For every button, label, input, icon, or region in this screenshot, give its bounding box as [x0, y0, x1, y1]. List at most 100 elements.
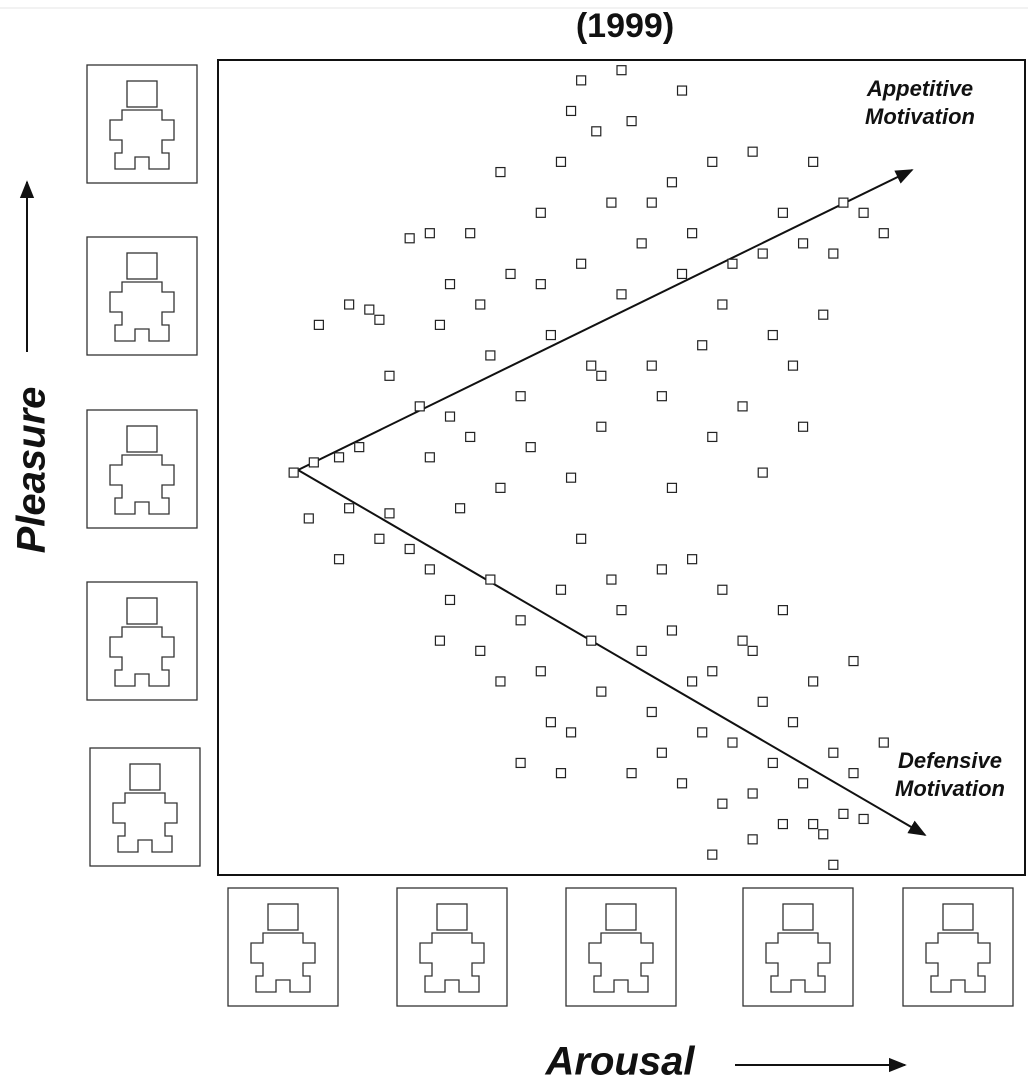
- point: [708, 850, 717, 859]
- point: [546, 331, 555, 340]
- point: [556, 585, 565, 594]
- point: [788, 718, 797, 727]
- point: [657, 565, 666, 574]
- point: [637, 646, 646, 655]
- point: [546, 718, 555, 727]
- sam-figure: [87, 410, 197, 528]
- point: [496, 677, 505, 686]
- point: [506, 269, 515, 278]
- point: [688, 555, 697, 564]
- annotation: Motivation: [895, 776, 1005, 801]
- point: [476, 300, 485, 309]
- chart: (1999) Appetitive Motivation Defensive M…: [0, 0, 1028, 1084]
- sam-figure: [903, 888, 1013, 1006]
- point: [778, 606, 787, 615]
- point: [799, 422, 808, 431]
- point: [335, 555, 344, 564]
- point: [592, 127, 601, 136]
- point: [355, 443, 364, 452]
- point: [708, 432, 717, 441]
- point: [718, 300, 727, 309]
- point: [738, 402, 747, 411]
- point: [688, 229, 697, 238]
- point: [597, 371, 606, 380]
- point: [859, 208, 868, 217]
- point: [466, 229, 475, 238]
- point: [637, 239, 646, 248]
- point: [335, 453, 344, 462]
- point: [536, 208, 545, 217]
- point: [698, 728, 707, 737]
- sam-figure: [87, 582, 197, 700]
- point: [617, 606, 626, 615]
- point: [829, 748, 838, 757]
- point: [617, 290, 626, 299]
- point: [748, 789, 757, 798]
- point: [526, 443, 535, 452]
- point: [718, 585, 727, 594]
- point: [708, 157, 717, 166]
- point: [345, 300, 354, 309]
- point: [304, 514, 313, 523]
- point: [667, 483, 676, 492]
- point: [678, 86, 687, 95]
- point: [879, 229, 888, 238]
- annotation: Defensive: [898, 748, 1002, 773]
- point: [839, 198, 848, 207]
- point: [617, 66, 626, 75]
- point: [435, 320, 444, 329]
- point: [567, 728, 576, 737]
- point: [375, 315, 384, 324]
- point: [587, 361, 596, 370]
- point: [758, 468, 767, 477]
- point: [536, 667, 545, 676]
- point: [385, 371, 394, 380]
- point: [425, 565, 434, 574]
- point: [839, 809, 848, 818]
- point: [698, 341, 707, 350]
- point: [748, 646, 757, 655]
- point: [516, 392, 525, 401]
- pleasure-mannequins: [87, 65, 200, 866]
- x-axis-label: Arousal: [545, 1040, 696, 1084]
- point: [778, 820, 787, 829]
- point: [788, 361, 797, 370]
- point: [405, 545, 414, 554]
- point: [819, 310, 828, 319]
- point: [758, 697, 767, 706]
- point: [809, 820, 818, 829]
- point: [657, 392, 666, 401]
- point: [647, 198, 656, 207]
- sam-figure: [87, 65, 197, 183]
- point: [577, 76, 586, 85]
- defensive-arrow: [298, 470, 925, 835]
- point: [809, 677, 818, 686]
- point: [486, 351, 495, 360]
- point: [496, 483, 505, 492]
- point: [879, 738, 888, 747]
- point: [536, 280, 545, 289]
- point: [849, 657, 858, 666]
- y-axis-label: Pleasure: [10, 387, 54, 554]
- sam-figure: [228, 888, 338, 1006]
- sam-figure: [87, 237, 197, 355]
- point: [768, 331, 777, 340]
- point: [556, 157, 565, 166]
- point: [435, 636, 444, 645]
- point: [425, 453, 434, 462]
- point: [627, 117, 636, 126]
- point: [466, 432, 475, 441]
- annotation: Appetitive: [866, 76, 973, 101]
- arousal-mannequins: [228, 888, 1013, 1006]
- point: [667, 626, 676, 635]
- point: [365, 305, 374, 314]
- point: [667, 178, 676, 187]
- point: [768, 758, 777, 767]
- point: [708, 667, 717, 676]
- point: [446, 280, 455, 289]
- chart-title: (1999): [576, 7, 674, 45]
- point: [567, 106, 576, 115]
- point: [657, 748, 666, 757]
- point: [829, 860, 838, 869]
- point: [748, 147, 757, 156]
